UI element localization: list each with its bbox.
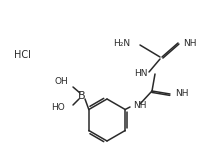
Text: HO: HO <box>51 104 65 113</box>
Text: NH: NH <box>133 100 146 110</box>
Text: OH: OH <box>54 77 68 86</box>
Text: HCl: HCl <box>14 50 31 60</box>
Text: HN: HN <box>135 69 148 77</box>
Text: NH: NH <box>183 38 196 48</box>
Text: B: B <box>78 91 86 101</box>
Text: H₂N: H₂N <box>113 38 130 48</box>
Text: NH: NH <box>175 90 189 98</box>
